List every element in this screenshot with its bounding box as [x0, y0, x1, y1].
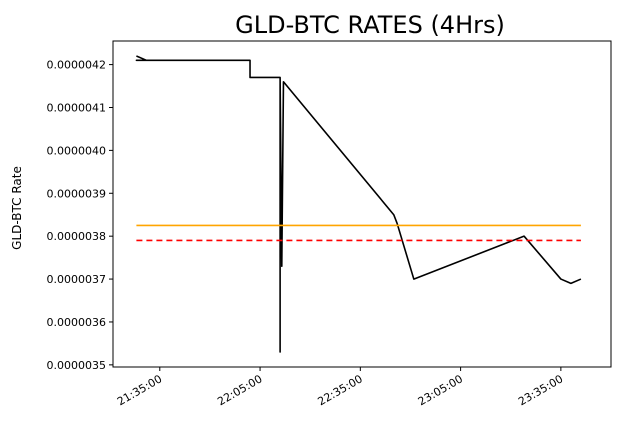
- x-tick-label: 22:05:00: [215, 372, 264, 408]
- x-axis: 21:35:00 22:05:00 22:35:00 23:05:00 23:35:00: [115, 367, 565, 408]
- y-axis-label: GLD-BTC Rate: [10, 166, 24, 250]
- plot-frame: [112, 40, 612, 368]
- y-tick-label: 0.0000042: [47, 59, 107, 72]
- y-tick-label: 0.0000036: [47, 316, 107, 329]
- y-tick-label: 0.0000039: [47, 187, 107, 200]
- chart-title: GLD-BTC RATES (4Hrs): [235, 11, 505, 39]
- y-tick-label: 0.0000038: [47, 230, 107, 243]
- x-tick-label: 21:35:00: [115, 372, 164, 408]
- y-tick-label: 0.0000035: [47, 359, 107, 372]
- x-tick-label: 22:35:00: [316, 372, 365, 408]
- series-line-0: [135, 55, 582, 353]
- y-tick-label: 0.0000037: [47, 273, 107, 286]
- x-tick-label: 23:35:00: [516, 372, 565, 408]
- y-tick-label: 0.0000041: [47, 101, 107, 114]
- y-tick-label: 0.0000040: [47, 144, 107, 157]
- x-tick-label: 23:05:00: [416, 372, 465, 408]
- y-axis: 0.0000035 0.0000036 0.0000037 0.0000038 0.00…: [47, 59, 113, 372]
- plot-area: [135, 55, 582, 353]
